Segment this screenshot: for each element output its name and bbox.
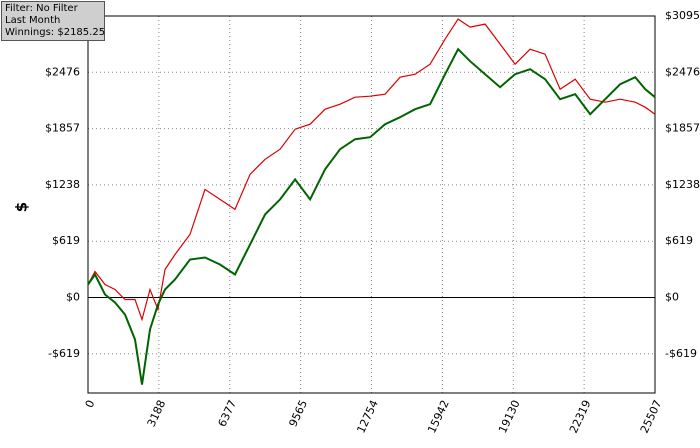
info-line: Last Month bbox=[5, 15, 61, 26]
y-tick-label-right: -$619 bbox=[665, 347, 697, 360]
plot-border bbox=[87, 15, 656, 394]
y-tick-label: $1238 bbox=[45, 178, 80, 191]
y-tick-label-right: $0 bbox=[665, 290, 679, 303]
y-tick-label: $1857 bbox=[45, 122, 80, 135]
series-line bbox=[87, 18, 656, 322]
y-tick-label: $2476 bbox=[45, 65, 80, 78]
series-line bbox=[87, 47, 656, 385]
y-tick-label: -$619 bbox=[48, 347, 80, 360]
y-tick-label-right: $3095 bbox=[665, 9, 700, 22]
y-tick-label-right: $1857 bbox=[665, 122, 700, 135]
y-tick-label-right: $1238 bbox=[665, 178, 700, 191]
info-line: Filter: No Filter bbox=[5, 3, 78, 14]
y-tick-label: $619 bbox=[52, 234, 80, 247]
y-tick-label-right: $619 bbox=[665, 234, 693, 247]
y-axis-label: $ bbox=[13, 202, 31, 212]
y-tick-label-right: $2476 bbox=[665, 65, 700, 78]
info-line: Winnings: $2185.25 bbox=[5, 27, 106, 38]
y-tick-label: $0 bbox=[66, 290, 80, 303]
x-tick-label: 0 bbox=[83, 398, 98, 410]
info-box: Filter: No Filter Last Month Winnings: $… bbox=[1, 1, 105, 41]
